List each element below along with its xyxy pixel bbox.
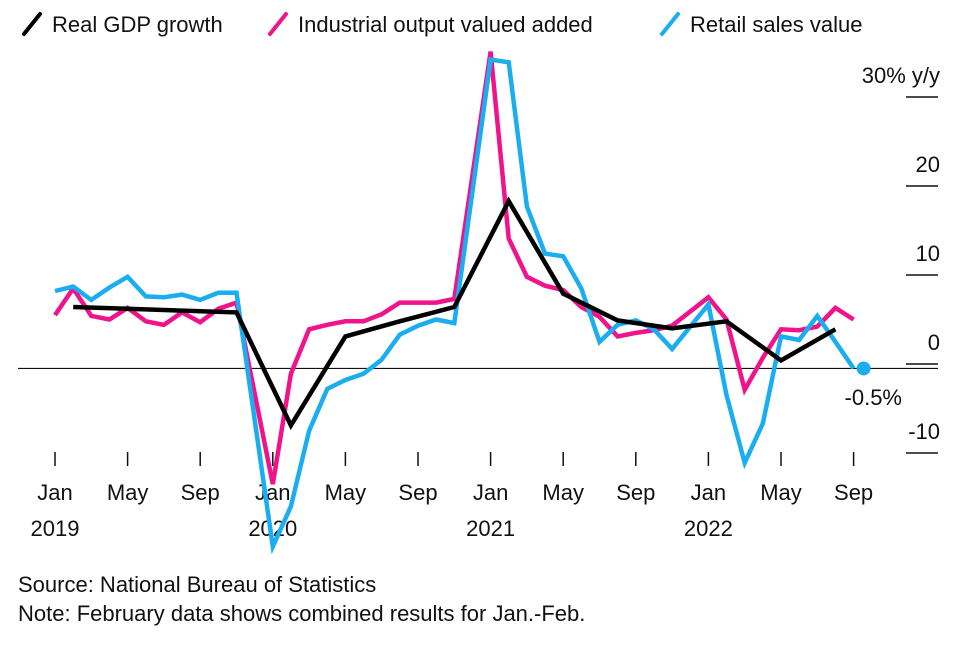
x-tick-label: May	[325, 480, 367, 505]
x-year-label: 2019	[31, 516, 80, 541]
legend-label: Retail sales value	[690, 12, 862, 37]
x-tick-label: May	[760, 480, 802, 505]
y-tick-label: -10	[908, 419, 940, 444]
legend-label: Real GDP growth	[52, 12, 223, 37]
y-tick-label: 30% y/y	[862, 63, 940, 88]
legend-swatch	[660, 12, 680, 36]
y-axis: 30% y/y 20 10 0 -10	[862, 63, 940, 454]
series-line	[53, 51, 855, 485]
x-tick-label: Jan	[37, 480, 72, 505]
y-tick-label: 20	[916, 152, 940, 177]
x-tick-label: May	[542, 480, 584, 505]
end-marker-group: -0.5%	[845, 361, 902, 410]
legend-swatch	[22, 12, 42, 36]
end-marker-label: -0.5%	[845, 385, 902, 410]
series-line	[54, 57, 856, 555]
source-text: Source: National Bureau of Statistics	[18, 572, 376, 597]
x-tick-label: Jan	[473, 480, 508, 505]
y-tick-label: 10	[916, 241, 940, 266]
end-marker-dot	[856, 361, 871, 376]
x-tick-label: Sep	[834, 480, 873, 505]
legend-label: Industrial output valued added	[298, 12, 593, 37]
x-tick-label: Sep	[181, 480, 220, 505]
x-tick-label: Sep	[398, 480, 437, 505]
y-tick-label: 0	[928, 330, 940, 355]
x-year-label: 2022	[684, 516, 733, 541]
legend: Real GDP growth Industrial output valued …	[22, 12, 862, 37]
series-group	[53, 51, 856, 555]
note-text: Note: February data shows combined resul…	[18, 601, 585, 626]
series-line	[73, 196, 837, 431]
x-tick-label: Sep	[616, 480, 655, 505]
legend-swatch	[268, 12, 288, 36]
x-tick-label: Jan	[691, 480, 726, 505]
x-year-label: 2021	[466, 516, 515, 541]
x-tick-label: May	[107, 480, 149, 505]
